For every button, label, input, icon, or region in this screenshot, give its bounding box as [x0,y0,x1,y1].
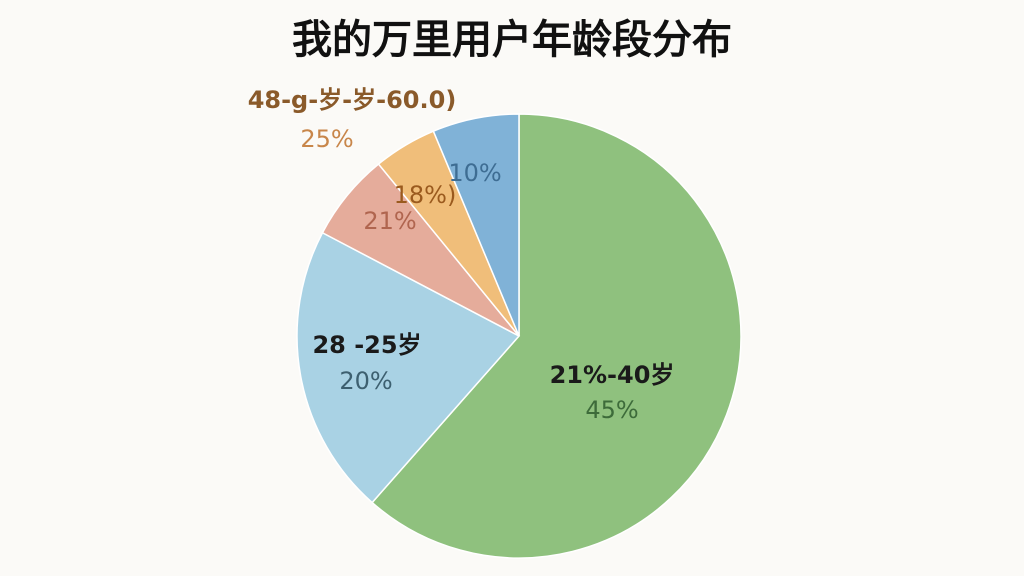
annotation-text: 25% [300,125,353,153]
slice-name: 28 -25岁 [312,331,421,359]
slice-percent: 21% [363,207,416,235]
slice-percent: 20% [339,367,392,395]
chart-title: 我的万里用户年龄段分布 [292,17,732,63]
pie-slice [296,231,521,504]
slice-percent: 45% [585,396,638,424]
pie-slice [371,113,742,559]
slice-percent: 10% [448,159,501,187]
annotation-name: 48-g-岁-岁-60.0) [248,86,457,114]
slice-name: 21%-40岁 [550,361,675,389]
pie-slice [432,113,520,337]
slice-percent: 18%) [394,181,457,209]
